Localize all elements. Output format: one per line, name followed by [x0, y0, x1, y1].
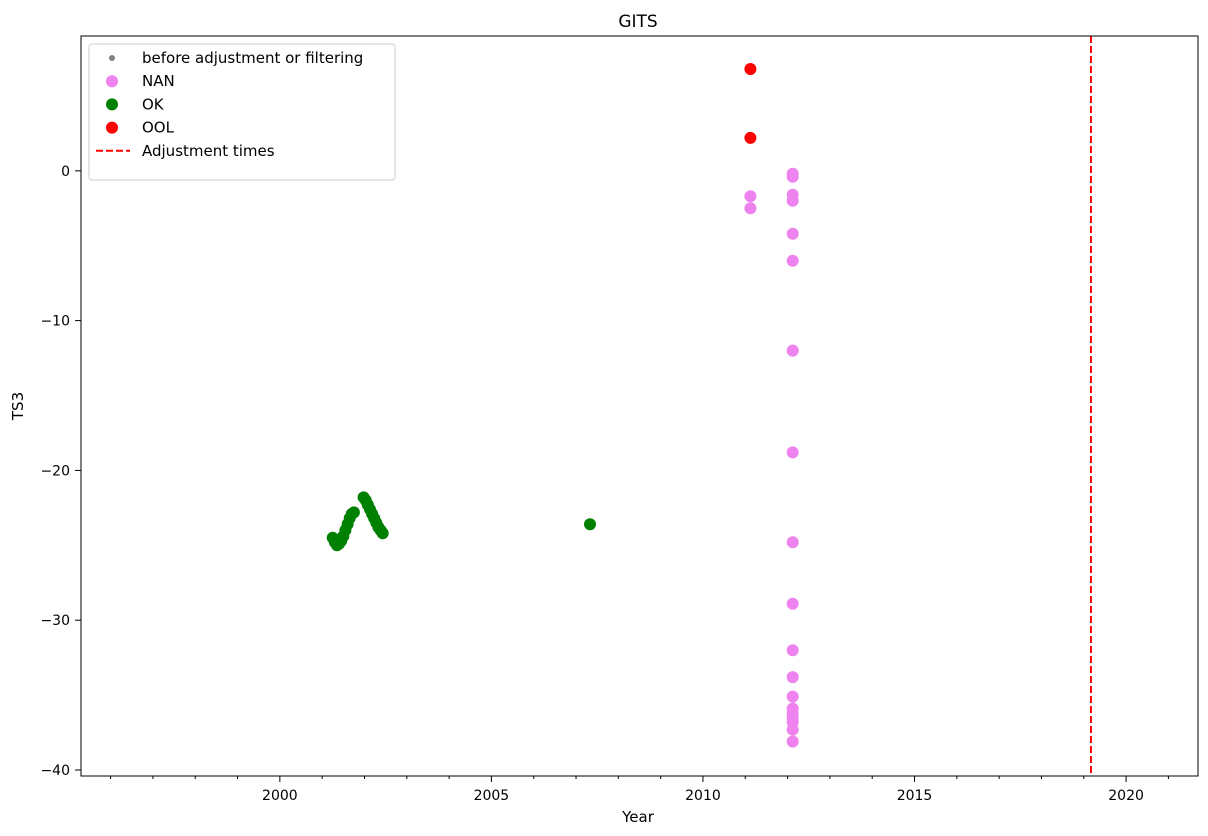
y-tick-label: −20 — [40, 463, 70, 479]
y-tick-label: −30 — [40, 613, 70, 629]
x-tick-label: 2005 — [474, 788, 510, 804]
data-point — [376, 527, 389, 540]
data-point — [786, 536, 799, 549]
legend-item: before adjustment or filtering — [109, 49, 363, 67]
x-axis-label: Year — [621, 808, 655, 826]
legend-label: OK — [142, 95, 165, 113]
legend-label: NAN — [142, 72, 175, 90]
y-axis-label: TS3 — [9, 392, 27, 421]
x-axis: 2000 2005 2010 2015 2020 — [110, 776, 1169, 804]
y-axis: 0 −10 −20 −30 −40 — [40, 164, 81, 779]
legend-label: before adjustment or filtering — [142, 49, 363, 67]
legend-label: OOL — [142, 119, 175, 137]
y-tick-label: −40 — [40, 763, 70, 779]
data-point — [786, 723, 799, 736]
x-tick-label: 2020 — [1108, 788, 1144, 804]
x-tick-label: 2000 — [262, 788, 298, 804]
y-tick-label: 0 — [61, 164, 70, 180]
data-point — [786, 597, 799, 610]
legend-marker — [106, 75, 118, 88]
legend-item: Adjustment times — [96, 142, 275, 160]
legend-box — [88, 43, 396, 181]
data-point — [347, 506, 360, 519]
data-point — [744, 131, 757, 144]
chart-title: GITS — [618, 12, 657, 32]
data-point — [786, 170, 799, 183]
series-ok — [326, 491, 596, 552]
legend-marker — [109, 55, 115, 61]
data-point — [786, 227, 799, 240]
data-point — [786, 344, 799, 357]
data-marks — [326, 63, 799, 748]
legend-marker — [106, 98, 118, 111]
data-point — [584, 518, 596, 531]
legend-label: Adjustment times — [142, 142, 275, 160]
legend-item: OK — [106, 95, 165, 113]
series-ool — [744, 63, 757, 144]
data-point — [744, 190, 757, 203]
data-point — [786, 671, 799, 684]
legend: before adjustment or filtering NAN OK OOL Ad… — [88, 43, 396, 181]
y-tick-label: −10 — [40, 314, 70, 330]
data-point — [786, 446, 799, 459]
data-point — [786, 644, 799, 657]
x-tick-label: 2010 — [685, 788, 721, 804]
data-point — [744, 63, 757, 75]
plot-frame — [80, 35, 1199, 777]
x-tick-label: 2015 — [897, 788, 933, 804]
data-point — [786, 254, 799, 267]
data-point — [786, 194, 799, 207]
series-nan — [744, 167, 799, 748]
data-point — [744, 202, 757, 215]
legend-item: NAN — [106, 72, 175, 90]
data-point — [786, 735, 799, 748]
legend-marker — [106, 121, 118, 134]
data-point — [786, 690, 799, 703]
legend-item: OOL — [106, 119, 175, 137]
